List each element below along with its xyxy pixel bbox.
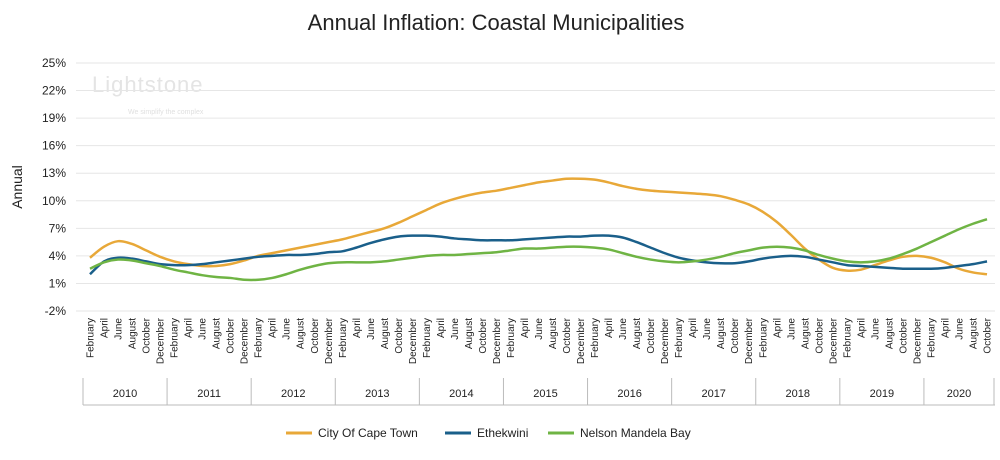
x-tick-label: February	[590, 318, 601, 358]
year-label: 2013	[365, 388, 389, 400]
x-tick-label: February	[170, 318, 181, 358]
x-tick-label: April	[268, 318, 279, 338]
x-tick-label: June	[954, 318, 965, 340]
x-tick-label: August	[464, 318, 475, 349]
series-line	[89, 177, 988, 276]
x-tick-label: June	[870, 318, 881, 340]
year-label: 2016	[617, 388, 641, 400]
x-tick-label: April	[352, 318, 363, 338]
chart-title: Annual Inflation: Coastal Municipalities	[308, 10, 685, 35]
x-tick-label: August	[884, 318, 895, 349]
x-tick-label: August	[296, 318, 307, 349]
x-tick-label: August	[632, 318, 643, 349]
x-tick-label: October	[478, 317, 489, 353]
x-tick-label: April	[688, 318, 699, 338]
year-label: 2010	[113, 388, 137, 400]
x-tick-label: February	[674, 318, 685, 358]
x-tick-label: April	[100, 318, 111, 338]
x-tick-label: February	[86, 318, 97, 358]
x-tick-label: October	[730, 317, 741, 353]
watermark-tagline: We simplify the complex	[128, 109, 204, 116]
x-tick-label: October	[394, 317, 405, 353]
x-tick-label: December	[408, 317, 419, 364]
x-tick-label: August	[968, 318, 979, 349]
series-line	[89, 234, 988, 276]
x-tick-label: April	[184, 318, 195, 338]
year-label: 2020	[947, 388, 971, 400]
x-tick-label: December	[744, 317, 755, 364]
x-tick-label: April	[856, 318, 867, 338]
x-tick-label: April	[940, 318, 951, 338]
x-tick-label: April	[520, 318, 531, 338]
x-tick-label: June	[450, 318, 461, 340]
year-label: 2011	[197, 388, 221, 400]
y-tick-label: 19%	[42, 111, 66, 125]
x-tick-label: February	[338, 318, 349, 358]
legend-label: City Of Cape Town	[318, 426, 418, 440]
x-tick-label: October	[310, 317, 321, 353]
x-tick-label: December	[240, 317, 251, 364]
legend-label: Nelson Mandela Bay	[580, 426, 691, 440]
x-tick-label: August	[128, 318, 139, 349]
x-tick-label: December	[660, 317, 671, 364]
x-tick-label: June	[618, 318, 629, 340]
series-line	[89, 217, 988, 282]
y-tick-label: 1%	[49, 276, 67, 290]
y-axis-label: Annual	[9, 165, 25, 209]
x-tick-label: December	[828, 317, 839, 364]
y-tick-label: 13%	[42, 166, 66, 180]
x-tick-label: December	[576, 317, 587, 364]
x-tick-label: August	[548, 318, 559, 349]
x-tick-label: June	[114, 318, 125, 340]
x-tick-label: October	[983, 317, 994, 353]
watermark: Lightstone	[92, 72, 204, 97]
y-tick-label: 10%	[42, 194, 66, 208]
x-tick-label: August	[380, 318, 391, 349]
y-tick-label: -2%	[45, 304, 67, 318]
x-tick-label: December	[912, 317, 923, 364]
x-tick-label: August	[800, 318, 811, 349]
x-tick-label: October	[562, 317, 573, 353]
x-tick-label: June	[282, 318, 293, 340]
x-tick-label: February	[926, 318, 937, 358]
x-tick-label: June	[534, 318, 545, 340]
x-tick-label: February	[758, 318, 769, 358]
x-tick-label: October	[142, 317, 153, 353]
year-label: 2012	[281, 388, 305, 400]
x-tick-label: February	[842, 318, 853, 358]
year-label: 2014	[449, 388, 473, 400]
x-tick-label: February	[422, 318, 433, 358]
x-tick-label: February	[254, 318, 265, 358]
x-tick-label: August	[716, 318, 727, 349]
x-tick-label: June	[198, 318, 209, 340]
x-tick-label: October	[814, 317, 825, 353]
y-tick-label: 22%	[42, 84, 66, 98]
x-tick-label: December	[324, 317, 335, 364]
x-tick-label: April	[436, 318, 447, 338]
x-tick-label: April	[772, 318, 783, 338]
x-tick-label: October	[646, 317, 657, 353]
year-label: 2018	[786, 388, 810, 400]
x-tick-label: August	[212, 318, 223, 349]
year-label: 2019	[870, 388, 894, 400]
year-label: 2017	[701, 388, 725, 400]
x-tick-label: December	[492, 317, 503, 364]
year-label: 2015	[533, 388, 557, 400]
x-tick-label: December	[156, 317, 167, 364]
legend-label: Ethekwini	[477, 426, 528, 440]
y-tick-label: 16%	[42, 139, 66, 153]
x-tick-label: April	[604, 318, 615, 338]
x-tick-label: October	[226, 317, 237, 353]
y-tick-label: 25%	[42, 56, 66, 70]
x-tick-label: June	[786, 318, 797, 340]
y-tick-label: 7%	[49, 221, 67, 235]
y-tick-label: 4%	[49, 249, 67, 263]
x-tick-label: June	[366, 318, 377, 340]
x-tick-label: February	[506, 318, 517, 358]
x-tick-label: June	[702, 318, 713, 340]
x-tick-label: October	[898, 317, 909, 353]
